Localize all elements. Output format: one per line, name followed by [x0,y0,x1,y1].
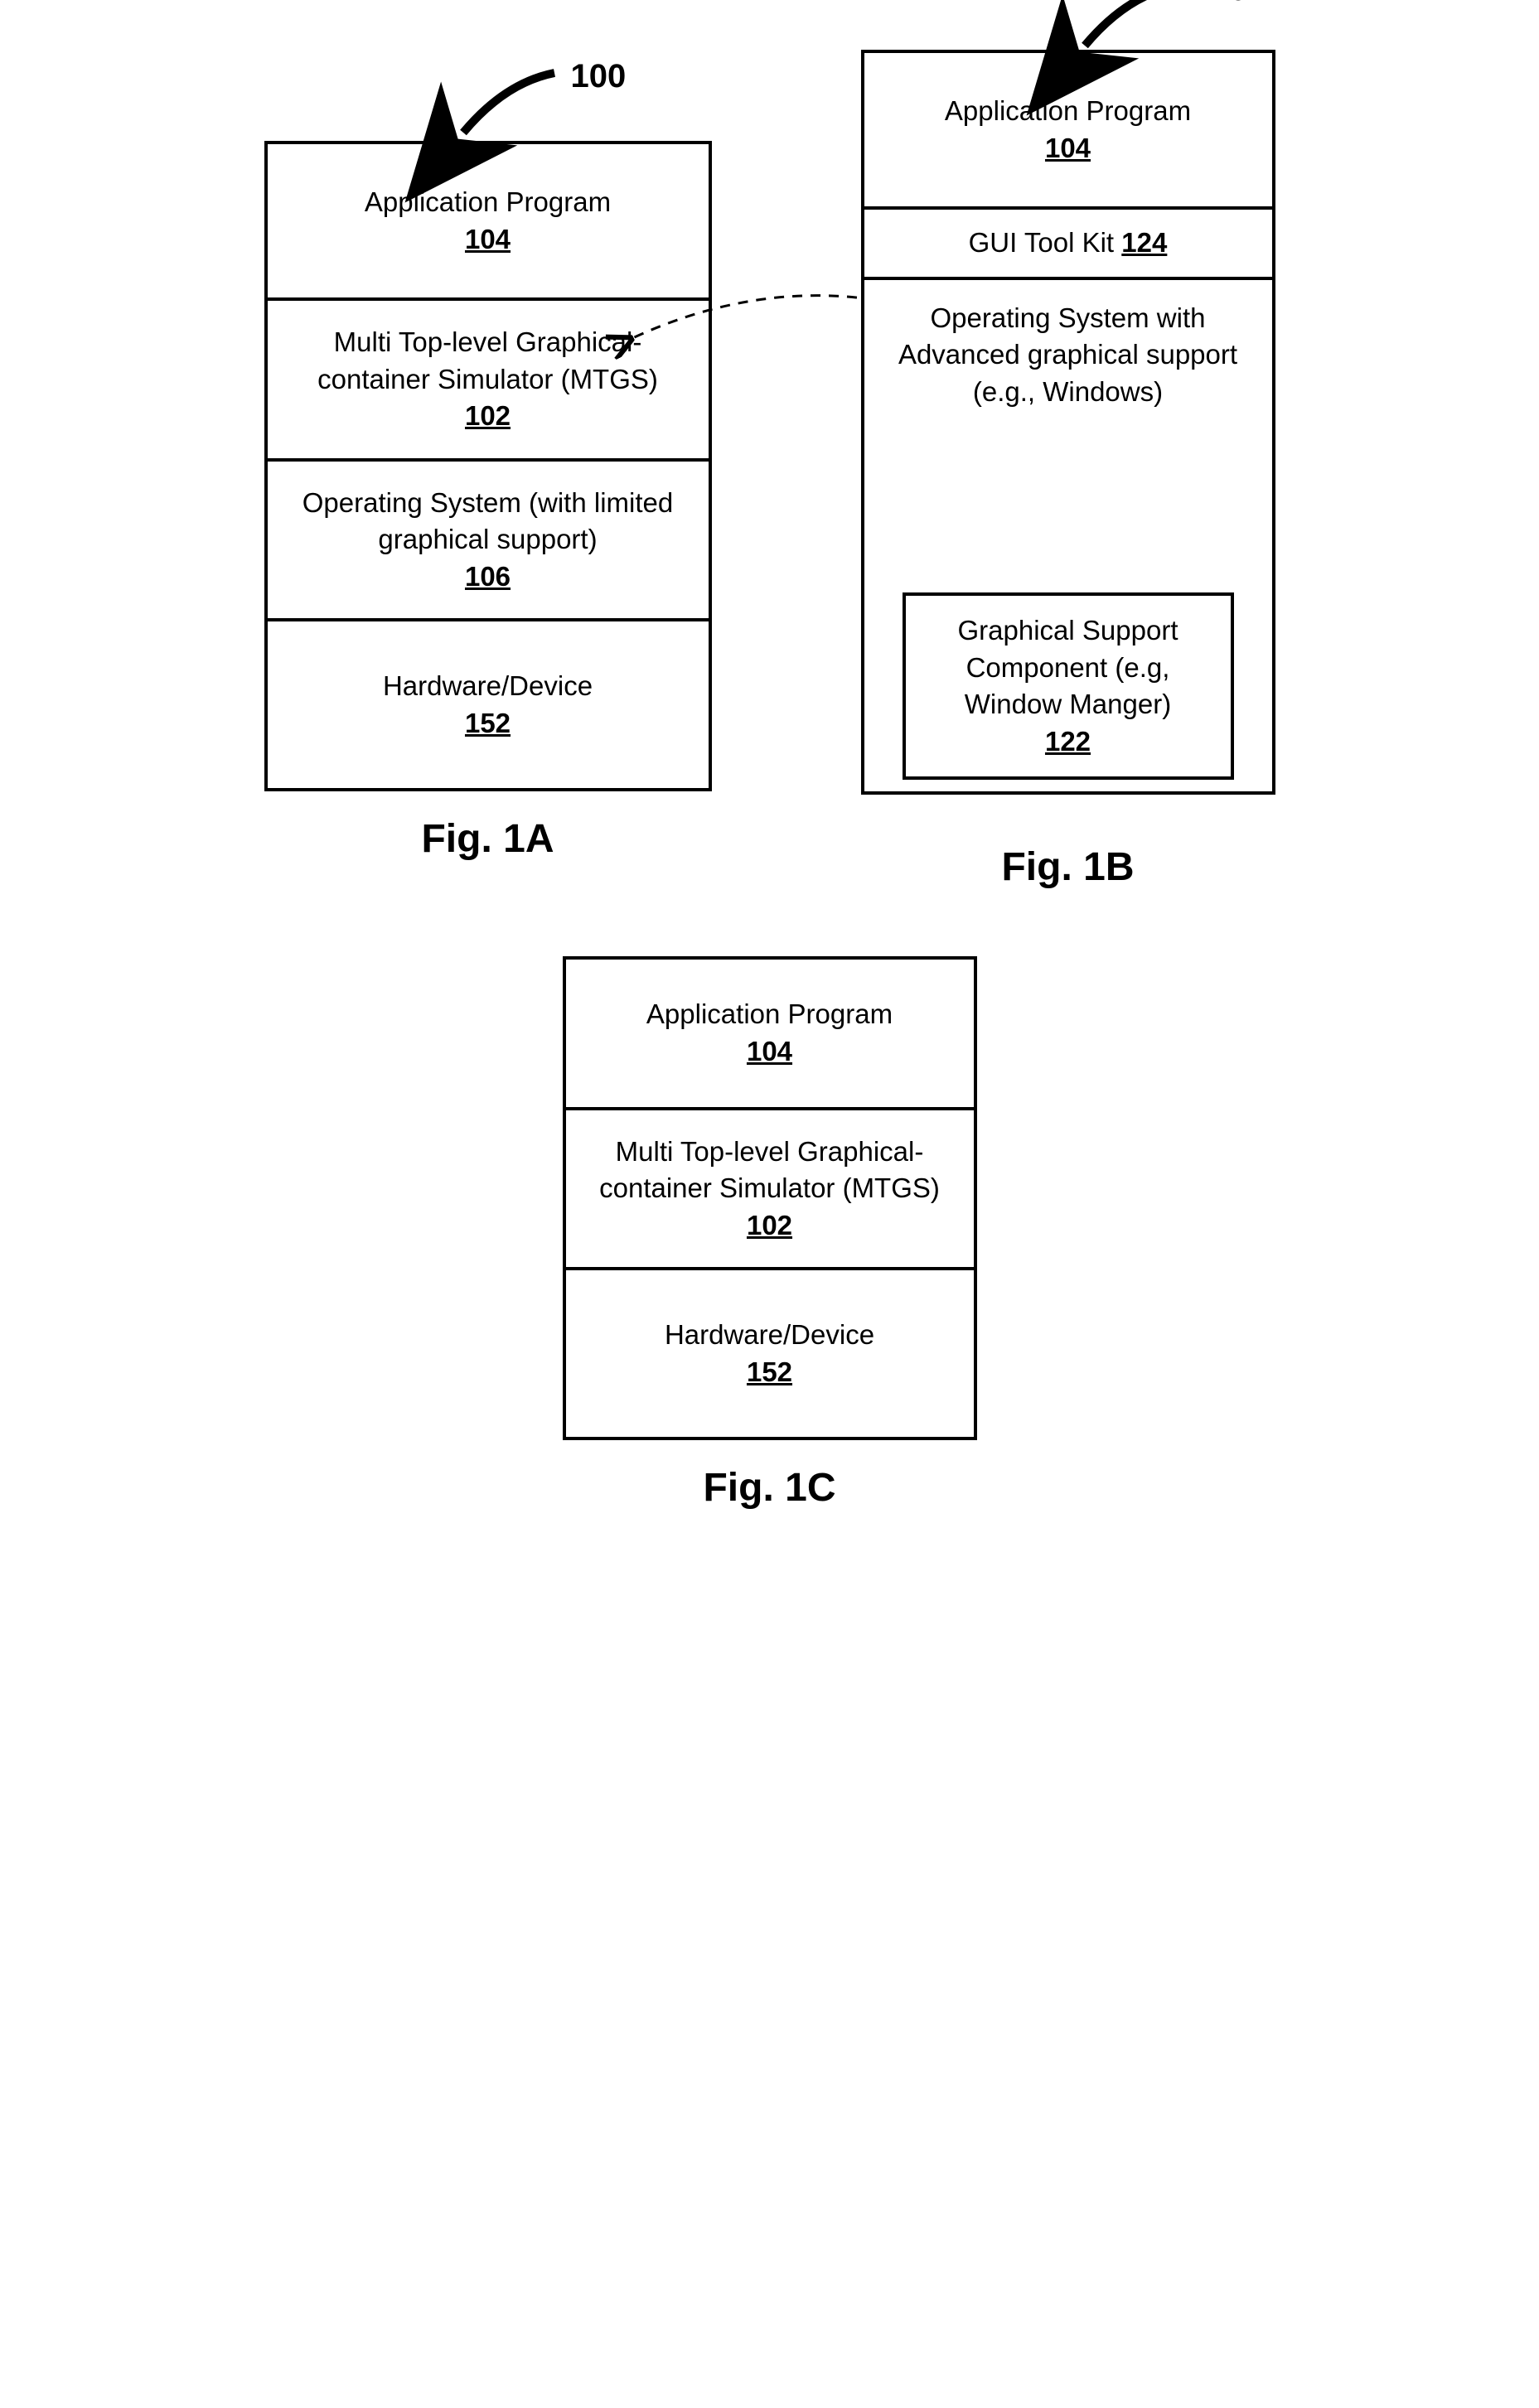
block-ref: 106 [465,561,511,592]
block-ref: 102 [465,400,511,431]
caption-1b: Fig. 1B [1001,844,1134,890]
caption-1a: Fig. 1A [421,816,554,862]
figure-1b: 120 Application Program 104 GUI Tool Kit… [861,50,1275,890]
block-title: Operating System (with limited graphical… [302,487,673,555]
block-ref: 152 [747,1356,792,1387]
caption-1c: Fig. 1C [703,1465,835,1511]
bottom-row: Application Program 104 Multi Top-level … [66,956,1473,1511]
top-row: 100 Application Program 104 Multi Top-le… [66,50,1473,890]
stack-1c: Application Program 104 Multi Top-level … [563,956,977,1440]
block-ref: 152 [465,708,511,738]
pointer-label-1b: 120 [1193,0,1248,8]
block-ref: 124 [1121,227,1167,258]
figure-1c: Application Program 104 Multi Top-level … [563,956,977,1511]
block-hw-1a: Hardware/Device 152 [268,618,709,788]
inner-ref: 122 [1045,726,1091,757]
block-title: Multi Top-level Graphical-container Simu… [317,326,658,394]
block-os-1a: Operating System (with limited graphical… [268,458,709,619]
block-mtgs-1c: Multi Top-level Graphical-container Simu… [566,1107,974,1268]
block-ref: 104 [465,224,511,254]
block-title: GUI Tool Kit [969,227,1122,258]
stack-1b: Application Program 104 GUI Tool Kit 124… [861,50,1275,795]
stack-1a: Application Program 104 Multi Top-level … [264,141,712,791]
block-app-1c: Application Program 104 [566,960,974,1106]
figure-1a: 100 Application Program 104 Multi Top-le… [264,141,712,862]
block-ref: 104 [1045,133,1091,163]
pointer-arrow-1b [1052,0,1217,62]
pointer-label-1a: 100 [571,58,627,95]
block-title: Hardware/Device [665,1319,874,1350]
block-ref: 104 [747,1036,792,1066]
block-hw-1c: Hardware/Device 152 [566,1267,974,1437]
inner-title: Graphical Support Component (e.g, Window… [958,615,1178,719]
block-os-1b: Operating System with Advanced graphical… [864,277,1272,792]
block-title: Application Program [365,186,611,217]
block-title: Multi Top-level Graphical-container Simu… [599,1136,940,1204]
block-gui-1b: GUI Tool Kit 124 [864,206,1272,277]
block-ref: 102 [747,1210,792,1240]
block-title: Hardware/Device [383,670,593,701]
inner-box-1b: Graphical Support Component (e.g, Window… [903,592,1234,780]
block-app-1a: Application Program 104 [268,144,709,297]
block-app-1b: Application Program 104 [864,53,1272,206]
block-title: Application Program [646,998,893,1029]
block-title: Application Program [945,95,1191,126]
block-title: Operating System with Advanced graphical… [891,300,1246,411]
